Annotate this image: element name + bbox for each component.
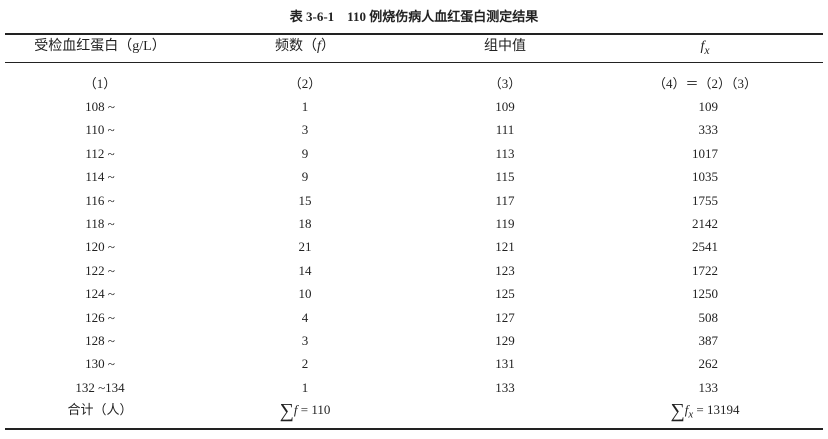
table-row: 126 ~ 4 127 508	[0, 308, 828, 328]
frequency-cell: 14	[298, 262, 312, 278]
range-cell: 130 ~	[85, 356, 115, 372]
header-midpoint: 组中值	[484, 39, 526, 54]
midpoint-cell: 119	[495, 216, 515, 231]
frequency-cell: 10	[298, 286, 312, 302]
frequency-cell: 21	[298, 239, 312, 255]
frequency-cell: 4	[301, 309, 309, 325]
midpoint-cell: 113	[495, 145, 515, 161]
column-number-row: （1） （2） （3） （4）＝（2）（3）	[0, 74, 828, 94]
table-row: 110 ~ 3 111 333	[0, 120, 828, 140]
frequency-cell: 9	[301, 169, 309, 185]
table-row: 120 ~ 21 121 2541	[0, 237, 828, 257]
table-row: 122 ~ 14 123 1722	[0, 261, 828, 281]
range-cell: 120 ~	[85, 239, 115, 255]
col-number-4: （4）＝（2）（3）	[652, 76, 757, 91]
table-row: 132 ~134 1 133 133	[0, 378, 828, 398]
range-cell: 116 ~	[85, 192, 115, 208]
range-cell: 112 ~	[85, 145, 115, 161]
header-fx: fx	[700, 39, 710, 57]
total-fx: ∑fx = 13194	[670, 400, 740, 422]
header-rule	[5, 62, 823, 63]
fx-cell: 508	[698, 309, 719, 325]
header-row: 受检血红蛋白（g/L） 频数（f） 组中值 fx	[0, 37, 828, 57]
range-cell: 110 ~	[85, 122, 115, 138]
range-cell: 128 ~	[85, 333, 115, 348]
range-cell: 118 ~	[85, 216, 115, 231]
col-number-2: （2）	[288, 76, 322, 91]
range-cell: 126 ~	[85, 309, 115, 325]
total-f: ∑f = 110	[279, 400, 331, 422]
fx-cell: 133	[698, 379, 719, 395]
col-number-1: （1）	[83, 76, 117, 91]
total-row: 合计（人） ∑f = 110 ∑fx = 13194	[0, 400, 828, 422]
table-row: 114 ~ 9 115 1035	[0, 167, 828, 187]
total-label: 合计（人）	[67, 402, 133, 417]
fx-cell: 262	[698, 356, 719, 372]
midpoint-cell: 129	[495, 333, 515, 348]
range-cell: 124 ~	[85, 286, 115, 302]
fx-cell: 1755	[692, 192, 718, 208]
midpoint-cell: 117	[495, 192, 515, 208]
bottom-rule	[5, 428, 823, 430]
fx-cell: 2541	[692, 239, 718, 255]
midpoint-cell: 109	[495, 99, 515, 114]
frequency-cell: 9	[301, 145, 309, 161]
midpoint-cell: 121	[495, 239, 515, 255]
midpoint-cell: 127	[495, 309, 515, 325]
fx-cell: 1722	[692, 262, 718, 278]
table-title: 表 3-6-1 110 例烧伤病人血红蛋白测定结果	[289, 9, 539, 24]
table-row: 124 ~ 10 125 1250	[0, 284, 828, 304]
fx-cell: 387	[698, 333, 719, 348]
header-hemoglobin: 受检血红蛋白（g/L）	[34, 39, 166, 54]
midpoint-cell: 133	[495, 379, 515, 395]
table-row: 116 ~ 15 117 1755	[0, 191, 828, 211]
fx-cell: 333	[698, 122, 719, 138]
range-cell: 114 ~	[85, 169, 115, 185]
midpoint-cell: 123	[495, 262, 515, 278]
range-cell: 122 ~	[85, 262, 115, 278]
frequency-cell: 1	[301, 379, 309, 395]
frequency-cell: 2	[301, 356, 309, 372]
range-cell: 132 ~134	[75, 379, 125, 395]
range-cell: 108 ~	[85, 99, 115, 114]
table-row: 118 ~ 18 119 2142	[0, 214, 828, 234]
fx-cell: 109	[698, 99, 719, 114]
fx-cell: 1035	[692, 169, 718, 185]
frequency-cell: 1	[301, 99, 309, 114]
frequency-cell: 3	[301, 333, 309, 348]
header-frequency: 频数（f）	[275, 39, 335, 54]
table-row: 112 ~ 9 113 1017	[0, 144, 828, 164]
top-rule	[5, 33, 823, 35]
fx-cell: 2142	[692, 216, 718, 231]
frequency-cell: 15	[298, 192, 312, 208]
table-row: 108 ~ 1 109 109	[0, 97, 828, 117]
midpoint-cell: 111	[495, 122, 515, 138]
table-row: 128 ~ 3 129 387	[0, 331, 828, 351]
frequency-cell: 18	[298, 216, 312, 231]
midpoint-cell: 125	[495, 286, 515, 302]
midpoint-cell: 115	[495, 169, 515, 185]
fx-cell: 1017	[692, 145, 718, 161]
table-row: 130 ~ 2 131 262	[0, 354, 828, 374]
fx-cell: 1250	[692, 286, 718, 302]
col-number-3: （3）	[488, 76, 522, 91]
midpoint-cell: 131	[495, 356, 515, 372]
frequency-cell: 3	[301, 122, 309, 138]
